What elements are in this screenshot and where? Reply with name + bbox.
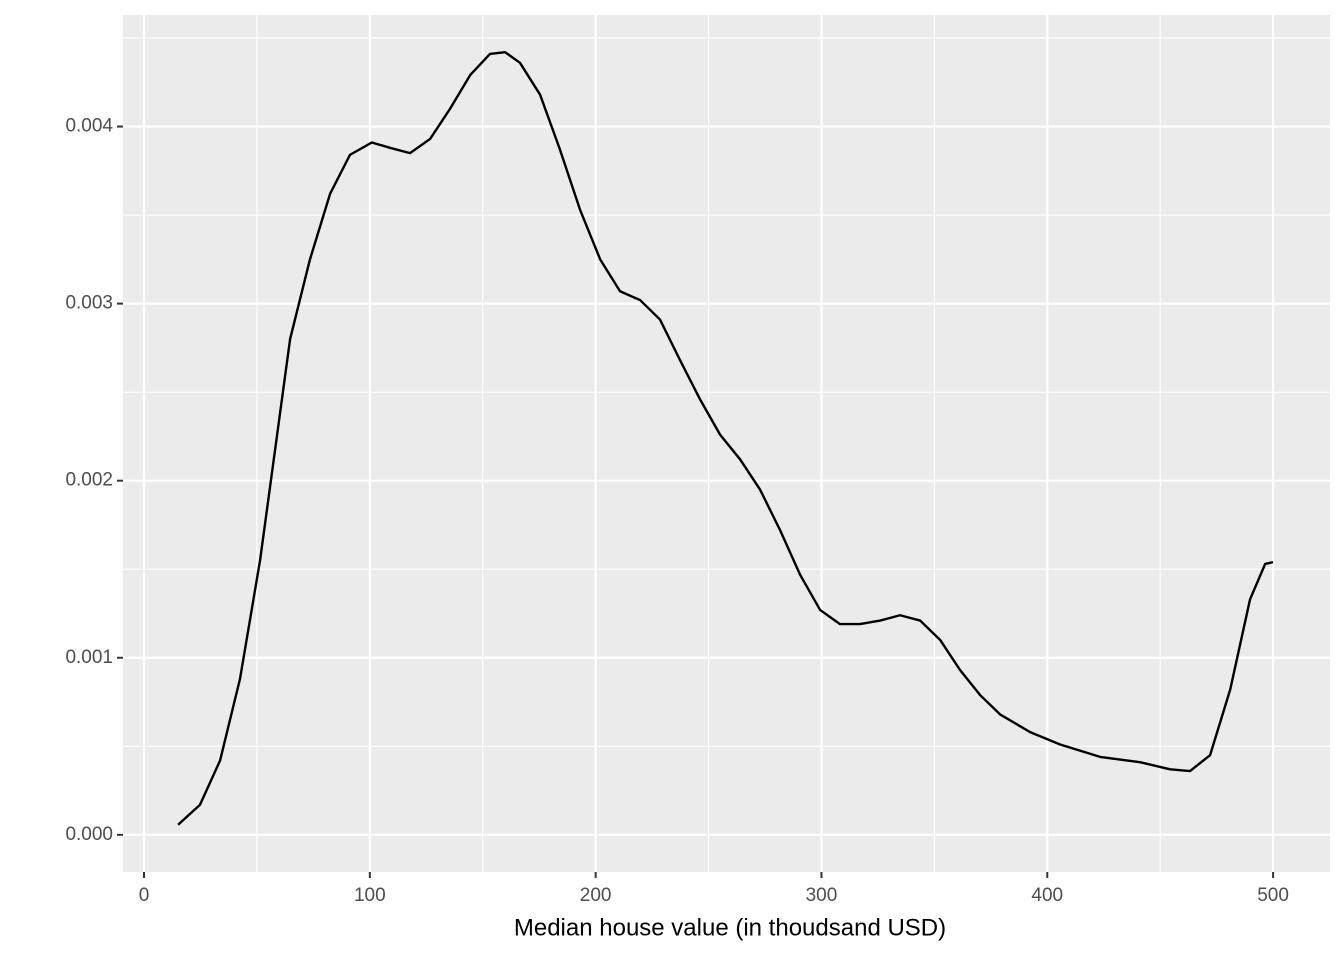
y-tick-label: 0.002 <box>65 470 113 491</box>
density-line <box>177 50 1274 826</box>
y-tick-label: 0.000 <box>65 824 113 845</box>
x-tick-label: 300 <box>806 885 838 906</box>
x-tick-label: 0 <box>139 885 150 906</box>
x-tick-label: 500 <box>1257 885 1289 906</box>
y-tick-label: 0.004 <box>65 116 113 137</box>
x-tick-label: 200 <box>580 885 612 906</box>
x-tick-label: 100 <box>354 885 386 906</box>
x-tick-label: 400 <box>1031 885 1063 906</box>
marks <box>177 50 1274 826</box>
y-tick-label: 0.003 <box>65 293 113 314</box>
x-axis-label: Median house value (in thoudsand USD) <box>514 914 946 941</box>
y-tick-label: 0.001 <box>65 647 113 668</box>
